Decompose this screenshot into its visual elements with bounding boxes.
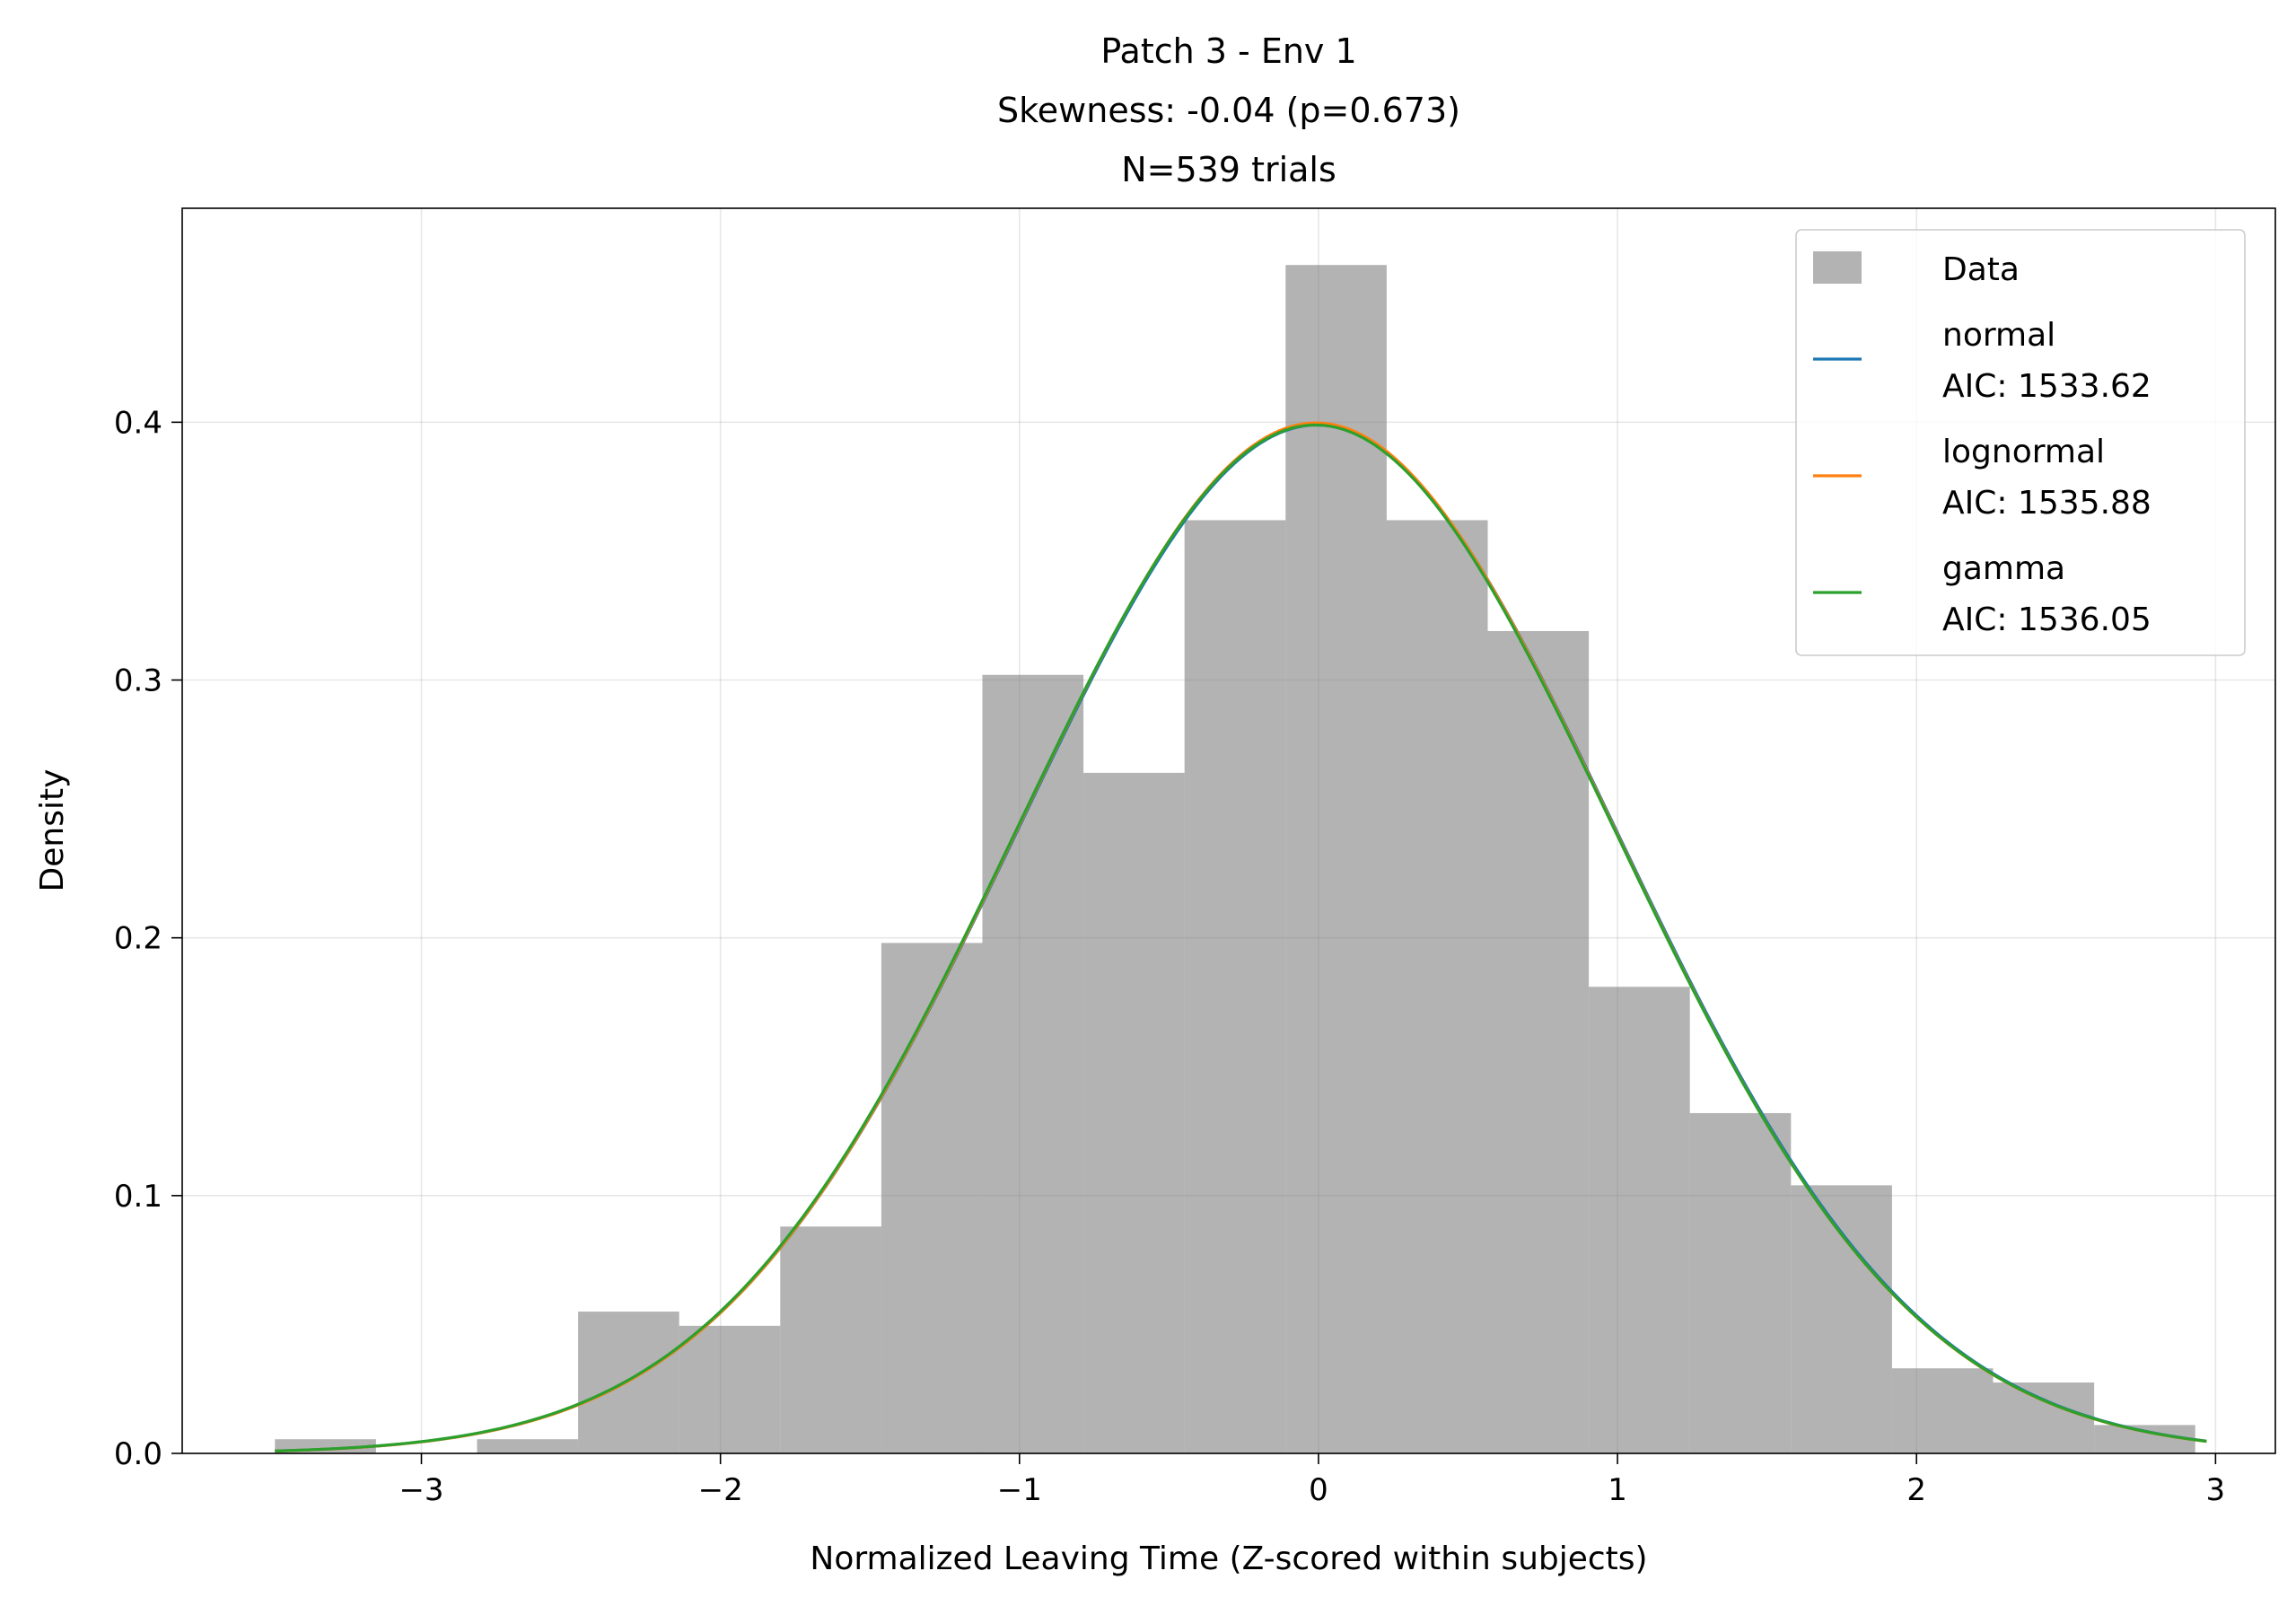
x-tick-label: −1 [997, 1472, 1042, 1508]
x-axis-label: Normalized Leaving Time (Z-scored within… [810, 1540, 1647, 1577]
histogram-bar [477, 1439, 579, 1453]
title-line-2: Skewness: -0.04 (p=0.673) [997, 91, 1460, 130]
y-axis-label: Density [34, 769, 71, 892]
y-tick-label: 0.1 [114, 1179, 162, 1215]
histogram-bar [1689, 1112, 1792, 1453]
y-tick-label: 0.0 [114, 1436, 162, 1472]
x-tick-label: 1 [1608, 1472, 1627, 1508]
histogram-bar [982, 674, 1084, 1453]
fit-curves [275, 421, 2207, 1452]
legend-label: Data [1942, 251, 2020, 288]
histogram-bar [1285, 265, 1387, 1453]
title-line-3: N=539 trials [1121, 150, 1336, 189]
y-tick-label: 0.2 [114, 921, 162, 957]
histogram-bar [1386, 520, 1488, 1453]
x-tick-label: 0 [1309, 1472, 1328, 1508]
histogram-bar [1791, 1185, 1892, 1453]
histogram-bar [1487, 630, 1590, 1453]
y-tick-label: 0.4 [114, 405, 162, 441]
histogram-bar [578, 1312, 679, 1453]
legend-label: AIC: 1535.88 [1942, 485, 2151, 522]
legend-label: lognormal [1942, 434, 2105, 470]
legend-entry-Data: Data [1813, 251, 2020, 288]
histogram-bar [1184, 520, 1286, 1453]
histogram-bar [881, 943, 983, 1453]
x-tick-label: 3 [2206, 1472, 2226, 1508]
legend-swatch [1813, 251, 1862, 284]
histogram-bar [1891, 1368, 1994, 1453]
histogram-bar [679, 1325, 781, 1453]
legend-frame [1795, 229, 2246, 656]
legend: Data normal AIC: 1533.62 lognormal AIC: 1535… [1795, 229, 2246, 656]
histogram-bar [1083, 772, 1185, 1453]
axis-ticks: −3 −2 −1 0 1 2 3 0.0 0.1 0.2 0.3 0.4 [114, 405, 2225, 1508]
x-tick-label: −3 [399, 1472, 443, 1508]
histogram-bars [275, 265, 2195, 1453]
histogram-bar [1993, 1382, 2095, 1453]
y-tick-label: 0.3 [114, 663, 162, 699]
histogram-bar [1589, 987, 1690, 1453]
plot-area-frame [181, 207, 2276, 1454]
title-line-1: Patch 3 - Env 1 [1100, 31, 1356, 71]
x-tick-label: −2 [698, 1472, 743, 1508]
legend-label: normal [1942, 317, 2055, 354]
legend-label: AIC: 1536.05 [1942, 601, 2151, 638]
chart-title: Patch 3 - Env 1 Skewness: -0.04 (p=0.673… [997, 31, 1460, 189]
legend-entry-gamma: gamma AIC: 1536.05 [1813, 550, 2151, 638]
histogram-bar [780, 1226, 881, 1453]
x-tick-label: 2 [1906, 1472, 1926, 1508]
legend-entry-normal: normal AIC: 1533.62 [1813, 317, 2151, 405]
legend-label: gamma [1942, 550, 2065, 587]
legend-label: AIC: 1533.62 [1942, 368, 2151, 405]
gamma-fit-line [275, 423, 2207, 1452]
legend-entry-lognormal: lognormal AIC: 1535.88 [1813, 434, 2151, 522]
